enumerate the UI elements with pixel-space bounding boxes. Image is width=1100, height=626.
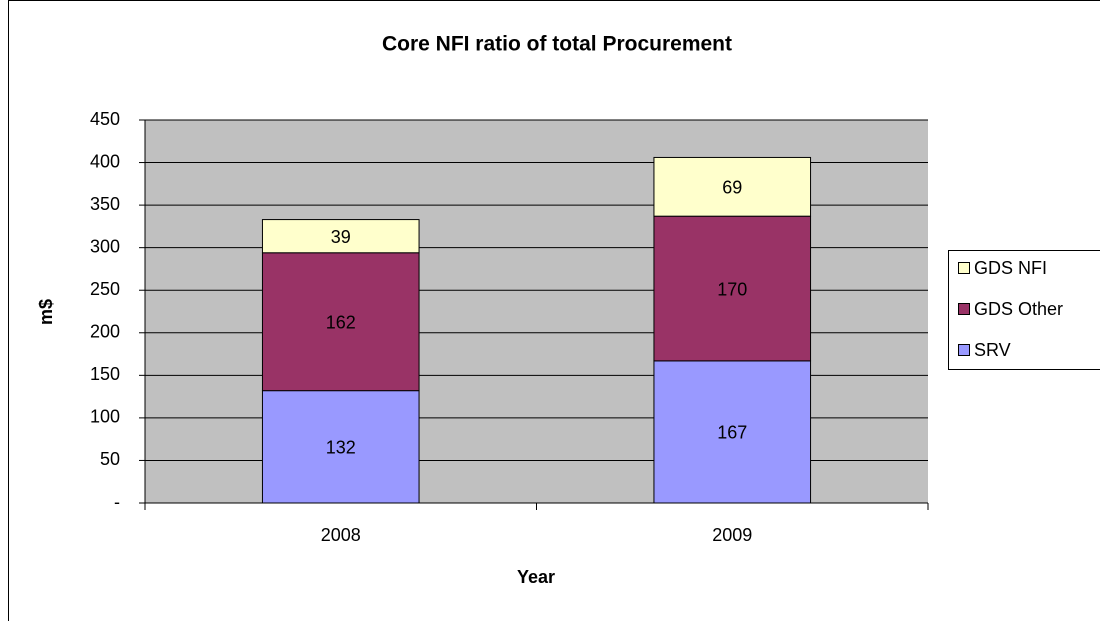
- chart-title: Core NFI ratio of total Procurement: [382, 33, 732, 56]
- y-tick-label: 150: [90, 364, 120, 384]
- y-tick-label: 100: [90, 407, 120, 427]
- y-tick-label: 400: [90, 151, 120, 171]
- y-tick-label: 350: [90, 194, 120, 214]
- y-tick-label: 250: [90, 279, 120, 299]
- data-label: 132: [326, 438, 356, 458]
- x-tick-label: 2009: [712, 525, 752, 545]
- y-tick-label: 50: [100, 449, 120, 469]
- data-label: 167: [717, 423, 747, 443]
- y-axis-title: m$: [36, 299, 56, 325]
- legend-label: SRV: [974, 340, 1011, 360]
- data-label: 170: [717, 279, 747, 299]
- legend-swatch: [959, 263, 970, 274]
- y-tick-label: 450: [90, 109, 120, 129]
- legend-swatch: [959, 345, 970, 356]
- y-tick-label: 200: [90, 322, 120, 342]
- y-tick-label: -: [114, 492, 120, 512]
- x-axis-title: Year: [517, 567, 555, 587]
- x-tick-label: 2008: [321, 525, 361, 545]
- y-tick-label: 300: [90, 236, 120, 256]
- data-label: 39: [331, 227, 351, 247]
- data-label: 162: [326, 312, 356, 332]
- legend-label: GDS Other: [974, 299, 1063, 319]
- legend-label: GDS NFI: [974, 258, 1047, 278]
- legend-swatch: [959, 304, 970, 315]
- data-label: 69: [722, 178, 742, 198]
